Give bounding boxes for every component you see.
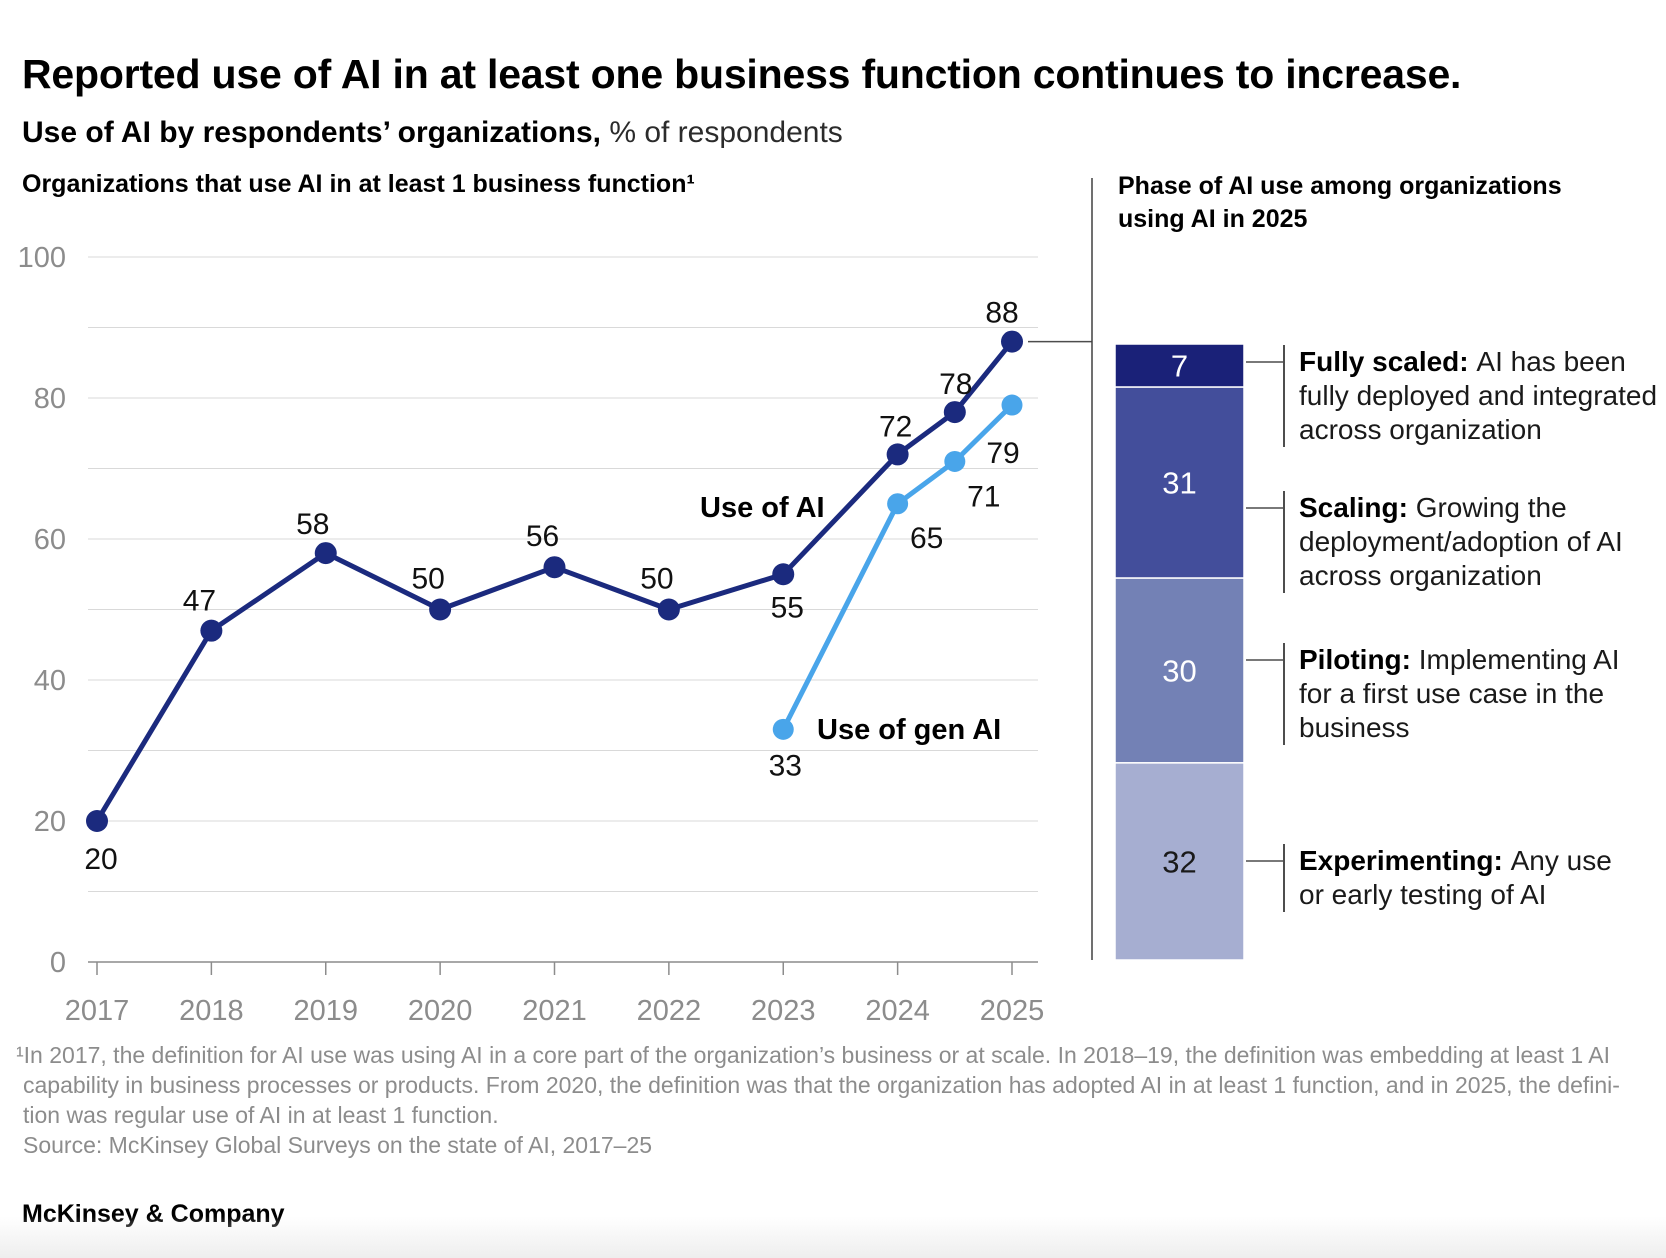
x-axis-label: 2025: [980, 995, 1045, 1027]
y-axis-label: 100: [18, 242, 66, 274]
value-label: 78: [939, 368, 972, 401]
data-point: [314, 542, 337, 565]
bottom-fade: [0, 1216, 1666, 1258]
data-point: [772, 563, 795, 586]
subtitle-bold: Use of AI by respondents’ organizations,: [22, 116, 601, 149]
value-label: 72: [879, 410, 912, 443]
value-label: 79: [986, 437, 1019, 470]
value-label: 58: [296, 508, 329, 541]
bar-segment-value: 7: [1171, 349, 1188, 384]
x-axis-label: 2018: [179, 995, 244, 1027]
value-label: 88: [985, 297, 1018, 330]
x-axis-label: 2017: [65, 995, 130, 1027]
data-point: [86, 810, 108, 832]
y-axis-label: 0: [50, 947, 66, 979]
phase-label-term: Piloting:: [1299, 644, 1419, 675]
series-label: Use of gen AI: [817, 714, 1001, 746]
subtitle-units: % of respondents: [600, 116, 843, 149]
bar-segment: [1114, 386, 1245, 579]
value-label: 33: [769, 749, 802, 782]
footnote: ¹In 2017, the definition for AI use was …: [16, 1040, 1646, 1160]
data-point: [944, 450, 966, 472]
data-point: [200, 619, 223, 642]
data-point: [943, 401, 966, 424]
left-panel-heading: Organizations that use AI in at least 1 …: [22, 170, 695, 198]
x-axis-label: 2020: [408, 995, 473, 1027]
data-point: [886, 443, 909, 466]
y-axis-label: 80: [34, 383, 66, 415]
phase-label-term: Fully scaled:: [1299, 346, 1477, 377]
phase-label-piloting: Piloting: Implementing AI for a first us…: [1283, 643, 1634, 745]
value-label: 55: [771, 591, 804, 624]
phase-label-term: Experimenting:: [1299, 845, 1511, 876]
x-axis-label: 2023: [751, 995, 816, 1027]
phase-label-fully-scaled: Fully scaled: AI has been fully deployed…: [1283, 345, 1666, 447]
value-label: 47: [183, 585, 216, 618]
bar-segment-value: 31: [1162, 466, 1196, 501]
right-panel-heading: Phase of AI use among organizations usin…: [1118, 172, 1562, 233]
x-axis-label: 2019: [293, 995, 358, 1027]
x-axis-label: 2024: [865, 995, 930, 1027]
page-title: Reported use of AI in at least one busin…: [22, 51, 1462, 98]
value-label: 56: [526, 520, 559, 553]
footnote-line: tion was regular use of AI in at least 1…: [23, 1102, 499, 1128]
y-axis-label: 40: [34, 665, 66, 697]
x-axis-label: 2021: [522, 995, 587, 1027]
x-axis-label: 2022: [637, 995, 702, 1027]
bar-segment: [1114, 577, 1245, 764]
phase-label-term: Scaling:: [1299, 492, 1416, 523]
series-line: [780, 402, 1015, 732]
value-label: 20: [84, 843, 117, 876]
footnote-line: capability in business processes or prod…: [23, 1072, 1620, 1098]
bar-segment: [1114, 762, 1245, 961]
data-point: [1001, 330, 1023, 353]
value-label: 71: [967, 480, 1000, 513]
phase-label-experimenting: Experimenting: Any use or early testing …: [1283, 844, 1644, 912]
footnote-source: Source: McKinsey Global Surveys on the s…: [23, 1132, 653, 1158]
y-axis-label: 20: [34, 806, 66, 838]
bar-segment-value: 32: [1162, 844, 1196, 879]
series-label: Use of AI: [700, 492, 825, 524]
value-label: 65: [910, 522, 943, 555]
data-point: [543, 556, 566, 579]
series-line: [94, 339, 1015, 824]
bar-segment-value: 30: [1162, 653, 1196, 688]
phase-label-scaling: Scaling: Growing the deployment/adoption…: [1283, 491, 1666, 593]
data-point: [772, 718, 794, 740]
value-label: 50: [411, 563, 444, 596]
data-point: [657, 598, 680, 621]
chart-subtitle: Use of AI by respondents’ organizations,…: [22, 116, 843, 150]
value-label: 50: [640, 563, 673, 596]
data-point: [887, 493, 909, 515]
data-point: [429, 598, 452, 621]
footnote-line: ¹In 2017, the definition for AI use was …: [16, 1042, 1610, 1068]
data-point: [1001, 394, 1023, 416]
y-axis-label: 60: [34, 524, 66, 556]
bar-segment: [1114, 343, 1245, 388]
